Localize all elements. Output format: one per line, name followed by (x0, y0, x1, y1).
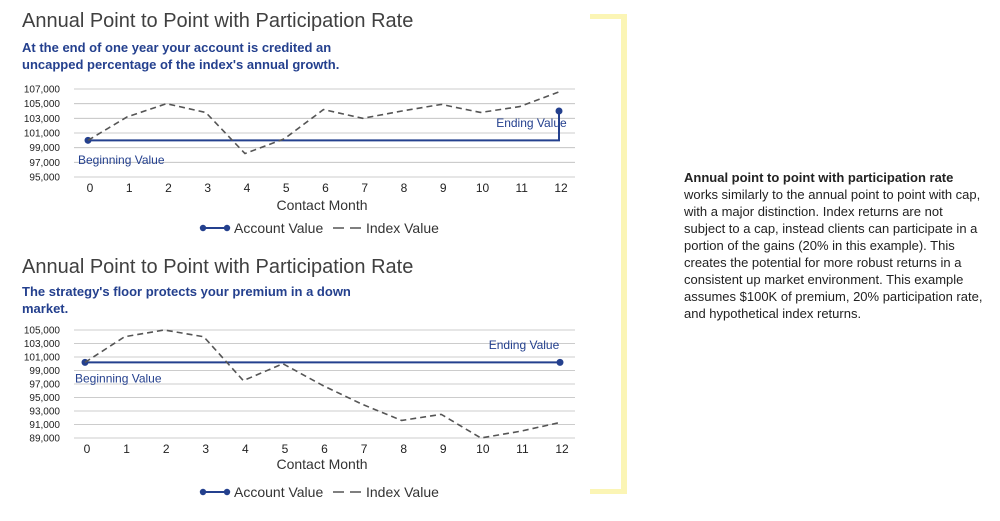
x-tick-label: 0 (84, 442, 91, 456)
data-annotation: Ending Value (489, 338, 560, 352)
y-tick-label: 95,000 (29, 173, 60, 184)
side-note-heading: Annual point to point with participation… (684, 170, 954, 185)
chart-title: Annual Point to Point with Participation… (22, 256, 414, 278)
x-tick-label: 11 (516, 442, 529, 456)
x-axis-label: Contact Month (276, 456, 367, 472)
y-tick-label: 97,000 (29, 380, 60, 391)
y-tick-label: 101,000 (24, 129, 61, 140)
y-tick-label: 101,000 (24, 353, 61, 364)
y-tick-label: 97,000 (29, 158, 60, 169)
data-annotation: Beginning Value (78, 153, 165, 167)
x-tick-label: 6 (321, 442, 328, 456)
x-tick-label: 7 (361, 442, 368, 456)
y-tick-label: 91,000 (29, 420, 60, 431)
line-chart-1: 107,000 105,000 103,000 101,000 99,000 97,000… (24, 85, 575, 236)
x-tick-label: 10 (476, 442, 490, 456)
x-tick-label: 6 (322, 181, 329, 195)
x-tick-label: 1 (123, 442, 130, 456)
y-tick-label: 99,000 (29, 143, 60, 154)
x-tick-label: 0 (87, 181, 94, 195)
x-tick-label: 4 (244, 181, 251, 195)
legend-marker-account (199, 488, 207, 496)
account-value-marker (556, 358, 564, 366)
legend-label-index: Index Value (366, 220, 439, 236)
x-axis-label: Contact Month (276, 197, 367, 213)
x-tick-label: 5 (282, 442, 289, 456)
x-tick-label: 2 (163, 442, 170, 456)
x-tick-label: 7 (361, 181, 368, 195)
x-tick-label: 2 (165, 181, 172, 195)
data-annotation: Ending Value (496, 116, 567, 130)
x-tick-label: 11 (516, 181, 529, 195)
chart-subtitle: The strategy's floor protects your premi… (22, 284, 351, 316)
x-tick-label: 12 (554, 181, 568, 195)
x-tick-label: 5 (283, 181, 290, 195)
bracket-divider (590, 14, 627, 494)
index-value-line (84, 329, 561, 439)
chart-title: Annual Point to Point with Participation… (22, 10, 414, 32)
x-tick-label: 8 (400, 442, 407, 456)
side-note-body: works similarly to the annual point to p… (684, 187, 983, 321)
legend-marker-account (223, 224, 231, 232)
y-tick-label: 105,000 (24, 326, 61, 337)
account-value-marker (555, 107, 563, 115)
y-tick-label: 89,000 (29, 434, 60, 445)
x-tick-label: 3 (204, 181, 211, 195)
legend-label-index: Index Value (366, 484, 439, 500)
line-chart-2: 105,000 103,000 101,000 99,000 97,000 95,000 9… (24, 326, 575, 500)
y-tick-label: 105,000 (24, 99, 61, 110)
x-tick-label: 1 (126, 181, 133, 195)
chart-subtitle: At the end of one year your account is c… (22, 40, 340, 72)
x-tick-label: 10 (476, 181, 490, 195)
legend-label-account: Account Value (234, 484, 323, 500)
y-tick-label: 107,000 (24, 85, 61, 96)
legend-label-account: Account Value (234, 220, 323, 236)
legend-marker-account (223, 488, 231, 496)
x-tick-label: 3 (202, 442, 209, 456)
account-value-line (88, 111, 560, 142)
x-tick-label: 9 (440, 442, 447, 456)
y-tick-label: 99,000 (29, 366, 60, 377)
y-tick-label: 95,000 (29, 393, 60, 404)
y-tick-label: 93,000 (29, 407, 60, 418)
legend-marker-account (199, 224, 207, 232)
x-tick-label: 12 (555, 442, 569, 456)
y-tick-label: 103,000 (24, 339, 61, 350)
index-value-line (87, 91, 560, 155)
x-tick-label: 8 (401, 181, 408, 195)
data-annotation: Beginning Value (75, 372, 162, 386)
x-tick-label: 4 (242, 442, 249, 456)
chart-panel-1: Annual Point to Point with Participation… (0, 0, 600, 250)
chart-panel-2: Annual Point to Point with Participation… (0, 252, 600, 512)
y-tick-label: 103,000 (24, 114, 61, 125)
x-tick-label: 9 (440, 181, 447, 195)
side-note: Annual point to point with participation… (684, 169, 984, 322)
